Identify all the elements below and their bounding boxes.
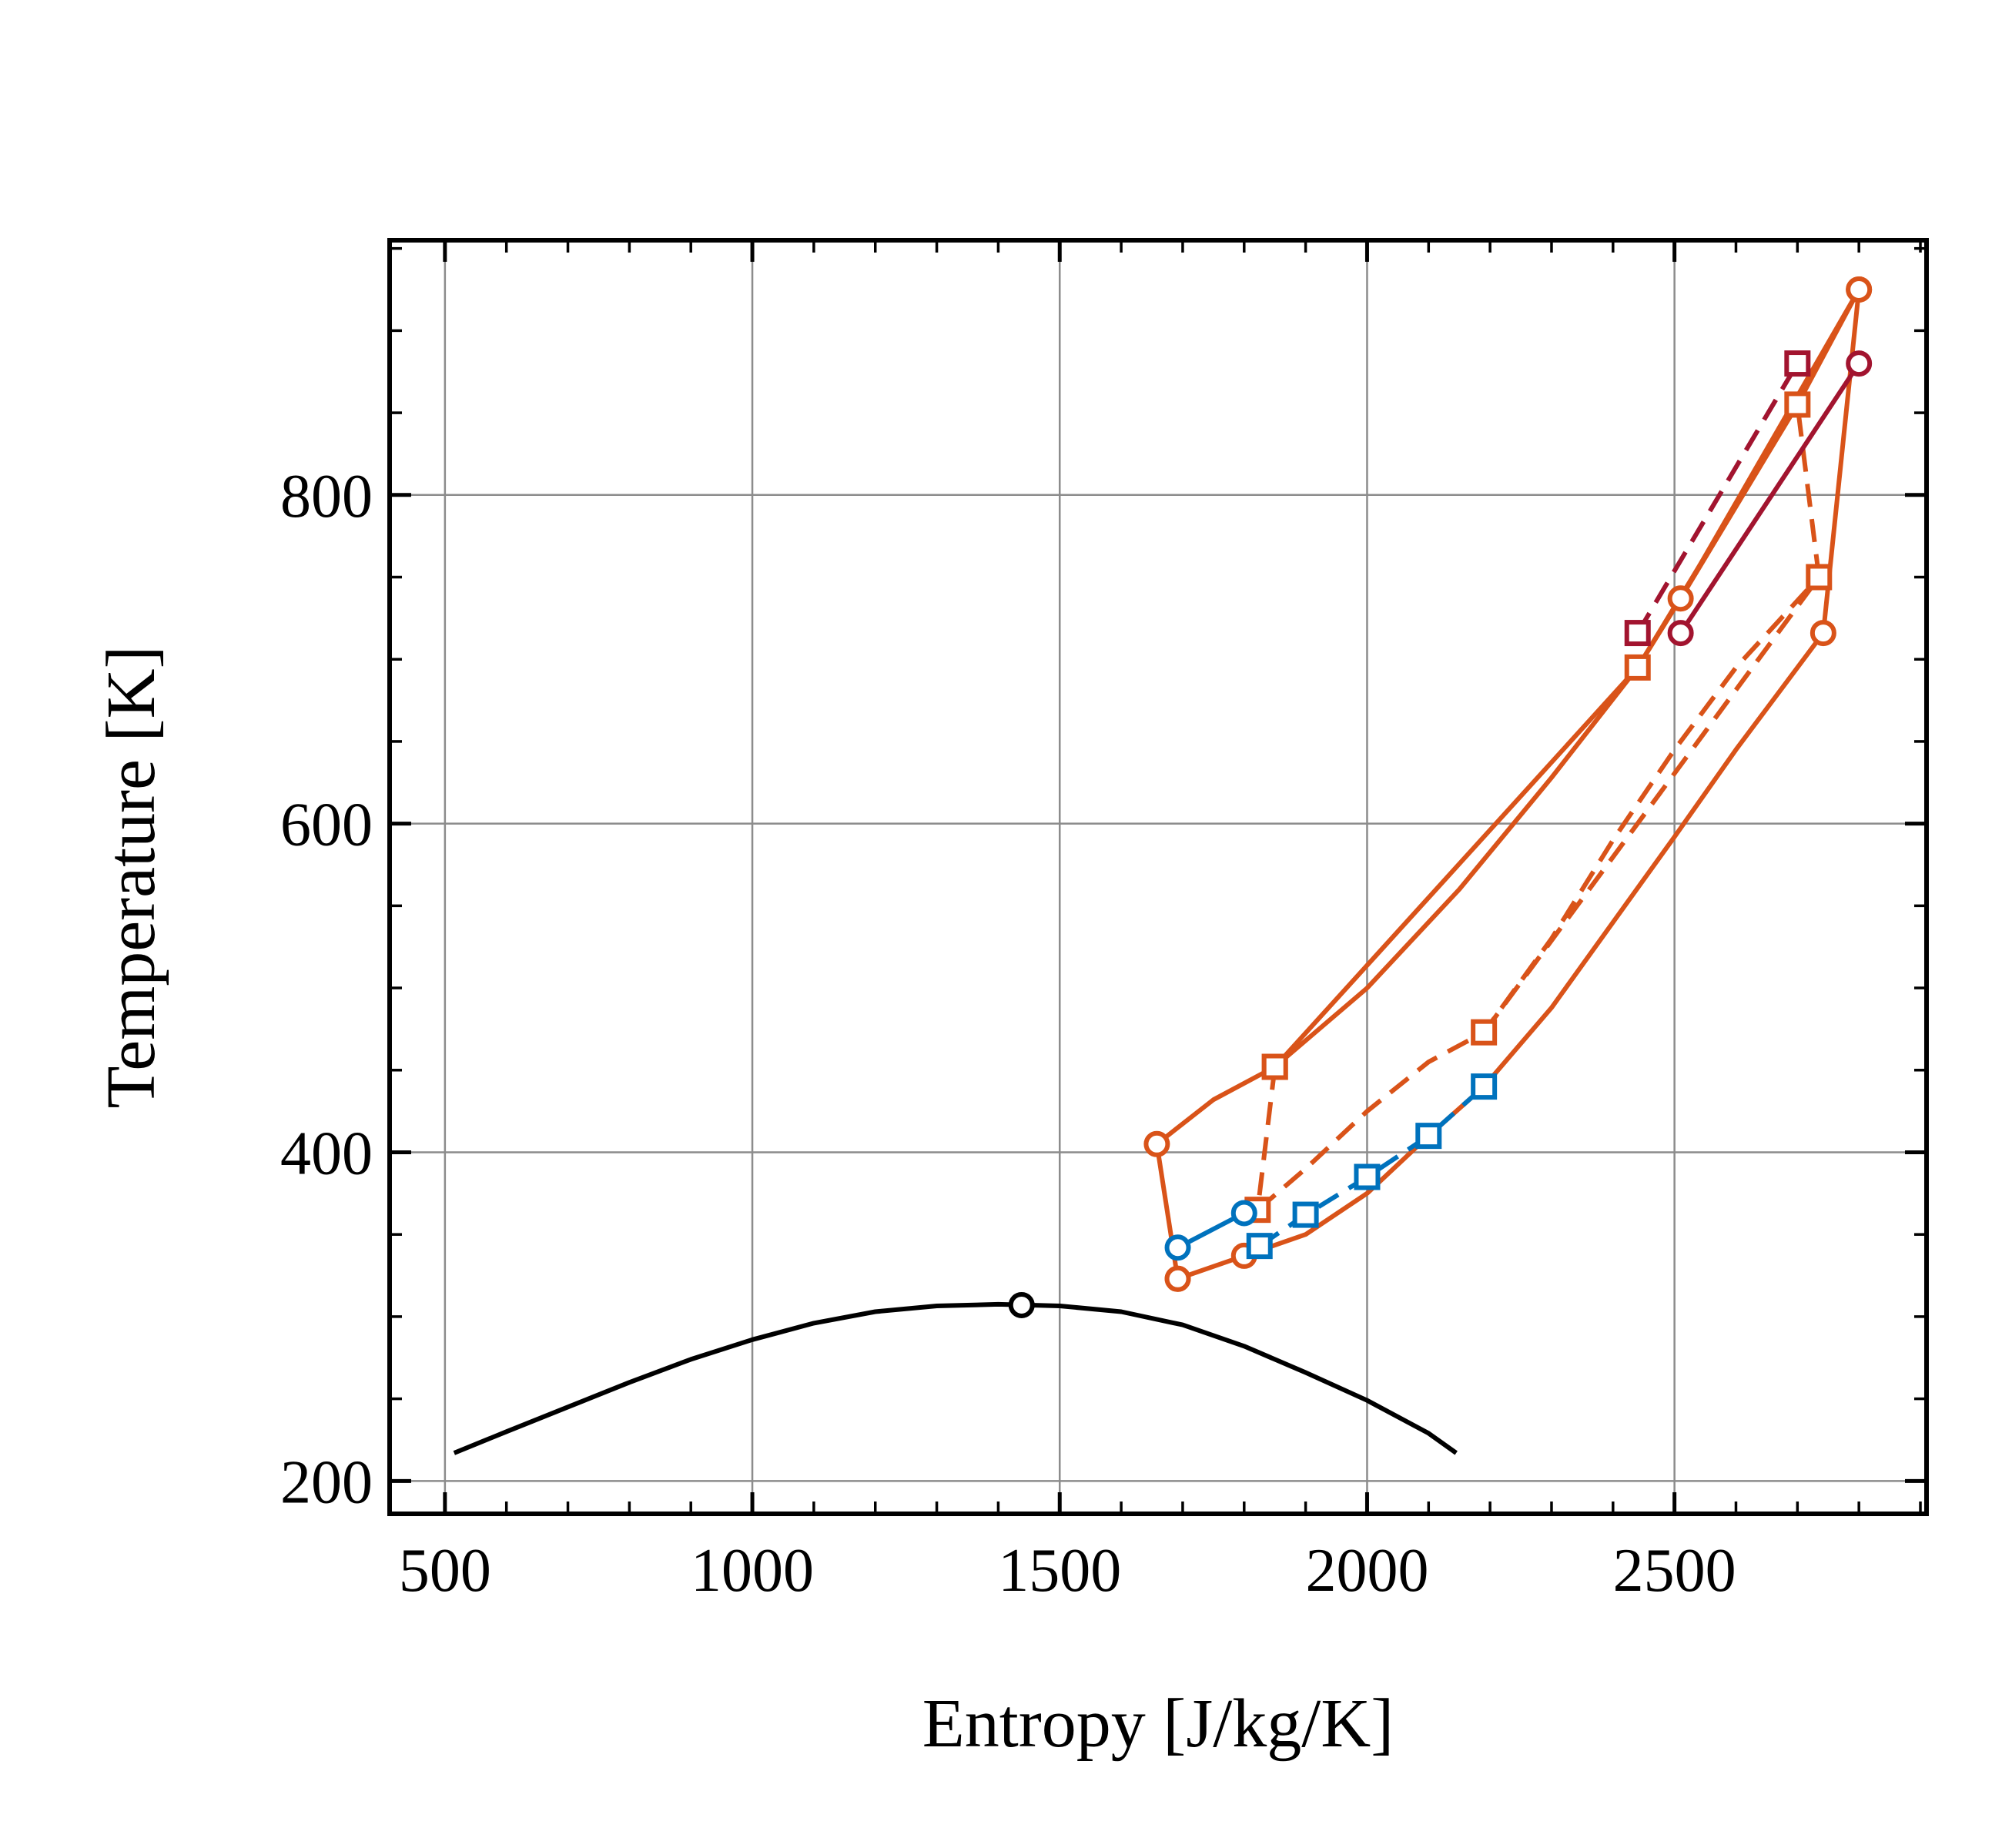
square-marker	[1261, 1053, 1288, 1080]
x-tick-label: 2500	[1613, 1537, 1736, 1605]
square-marker	[1784, 350, 1811, 377]
x-tick-label: 2000	[1305, 1537, 1428, 1605]
square-marker	[1784, 391, 1811, 418]
y-tick-label: 400	[280, 1120, 373, 1187]
y-tick-label: 800	[280, 463, 373, 531]
series-line-0	[453, 1301, 1458, 1455]
series-line-12	[1795, 404, 1822, 578]
circle-marker	[1667, 585, 1694, 612]
square-marker	[1471, 1019, 1498, 1046]
circle-marker	[1164, 1265, 1191, 1292]
series-line-5	[1273, 403, 1799, 1069]
circle-marker	[1846, 276, 1873, 303]
axis-ticks	[390, 240, 1927, 1514]
square-marker	[1624, 654, 1651, 681]
square-marker	[1354, 1163, 1381, 1190]
square-marker	[1415, 1123, 1442, 1150]
square-marker	[1471, 1073, 1498, 1100]
x-tick-label: 1000	[691, 1537, 814, 1605]
series-line-11	[1481, 575, 1821, 1034]
series-line-15	[1679, 362, 1861, 634]
x-tick-label: 1500	[998, 1537, 1121, 1605]
y-tick-label: 600	[280, 792, 373, 859]
circle-marker	[1667, 620, 1694, 647]
circle-marker	[1846, 350, 1873, 377]
square-marker	[1292, 1201, 1319, 1228]
x-tick-label: 500	[399, 1537, 491, 1605]
grid-lines	[390, 240, 1927, 1514]
circle-marker	[1008, 1291, 1035, 1318]
plot-frame	[387, 238, 1929, 1516]
circle-marker	[1143, 1130, 1170, 1157]
series-line-10	[1256, 575, 1821, 1212]
series-line-7	[1243, 631, 1826, 1258]
series-line-3	[1155, 288, 1861, 1147]
plot-markers	[1008, 276, 1873, 1318]
square-marker	[1246, 1233, 1273, 1260]
y-tick-label: 200	[280, 1448, 373, 1516]
tick-labels: 500 1000 1500 2000 2500 200 400 600 800	[280, 463, 1736, 1605]
plot-series	[453, 288, 1862, 1455]
square-marker	[1624, 620, 1651, 647]
circle-marker	[1810, 620, 1836, 647]
y-axis-title: Temperature [K]	[93, 646, 169, 1109]
series-line-16	[1635, 362, 1799, 634]
circle-marker	[1164, 1234, 1191, 1261]
square-marker	[1806, 564, 1833, 591]
x-axis-title: Entropy [J/kg/K]	[922, 1686, 1394, 1762]
series-line-9	[1255, 1066, 1277, 1210]
circle-marker	[1230, 1200, 1257, 1227]
